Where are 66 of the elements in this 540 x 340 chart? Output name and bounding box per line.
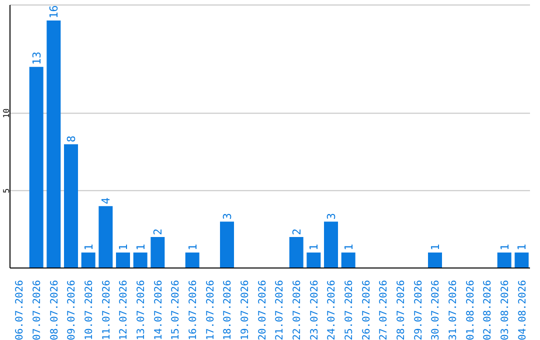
x-tick-label: 19.07.2026 <box>240 280 251 340</box>
data-label: 3 <box>325 212 338 220</box>
data-label: 3 <box>221 212 234 220</box>
x-tick-label: 17.07.2026 <box>205 280 216 340</box>
data-label: 1 <box>342 244 356 251</box>
x-tick-label: 14.07.2026 <box>153 280 164 340</box>
data-label: 16 <box>48 5 61 18</box>
x-tick-label: 15.07.2026 <box>170 280 182 340</box>
bar <box>29 66 44 268</box>
data-label: 1 <box>117 244 130 251</box>
bar <box>150 237 165 268</box>
x-tick-label: 01.08.2026 <box>465 280 476 340</box>
data-label: 2 <box>290 228 304 236</box>
bar <box>46 20 61 268</box>
data-label: 13 <box>30 52 44 65</box>
bar <box>98 206 113 268</box>
x-tick-label: 23.07.2026 <box>309 280 320 340</box>
x-tick-label: 21.07.2026 <box>274 280 286 340</box>
x-tick-label: 27.07.2026 <box>378 280 390 340</box>
x-tick-label: 25.07.2026 <box>344 280 355 340</box>
x-tick-label: 24.07.2026 <box>326 280 338 340</box>
x-tick-label: 22.07.2026 <box>292 280 303 340</box>
x-tick-label: 31.07.2026 <box>448 280 459 340</box>
x-tick-label: 29.07.2026 <box>413 280 424 340</box>
bar <box>341 252 356 268</box>
x-tick-label: 07.07.2026 <box>32 280 43 340</box>
x-tick-label: 09.07.2026 <box>66 280 78 340</box>
y-tick-label: 10 <box>2 108 11 118</box>
x-tick-label: 02.08.2026 <box>482 280 494 340</box>
x-tick-label: 10.07.2026 <box>84 280 95 340</box>
x-tick-label: 13.07.2026 <box>136 280 147 340</box>
bar <box>497 252 512 268</box>
bar <box>185 252 200 268</box>
x-tick-label: 08.07.2026 <box>49 280 60 340</box>
x-tick-label: 18.07.2026 <box>222 280 234 340</box>
x-tick-label: 16.07.2026 <box>188 280 199 340</box>
bar <box>306 252 321 268</box>
bar <box>64 144 78 268</box>
data-label: 1 <box>134 244 148 251</box>
bar <box>324 222 338 268</box>
x-tick-label: 26.07.2026 <box>361 280 372 340</box>
data-label: 1 <box>498 244 512 251</box>
data-label: 2 <box>152 228 165 236</box>
bar <box>116 252 130 268</box>
data-label: 1 <box>308 244 321 251</box>
y-tick-label: 5 <box>2 188 11 194</box>
x-tick-label: 03.08.2026 <box>500 280 511 340</box>
x-tick-label: 30.07.2026 <box>430 280 442 340</box>
x-tick-label: 28.07.2026 <box>396 280 407 340</box>
x-tick-label: 04.08.2026 <box>517 280 528 340</box>
data-label: 4 <box>100 197 113 204</box>
bar <box>289 237 304 268</box>
data-label: 8 <box>65 136 78 142</box>
data-label: 1 <box>516 244 529 251</box>
data-label: 1 <box>186 244 200 251</box>
bar <box>133 252 148 268</box>
bar <box>220 222 234 268</box>
x-tick-label: 06.07.2026 <box>14 280 26 340</box>
data-label: 1 <box>82 244 96 251</box>
x-tick-label: 11.07.2026 <box>101 280 112 340</box>
bar <box>514 252 529 268</box>
bar <box>81 252 96 268</box>
data-label: 1 <box>429 244 442 251</box>
x-tick-label: 20.07.2026 <box>257 280 268 340</box>
bar <box>428 252 442 268</box>
x-tick-label: 12.07.2026 <box>118 280 130 340</box>
